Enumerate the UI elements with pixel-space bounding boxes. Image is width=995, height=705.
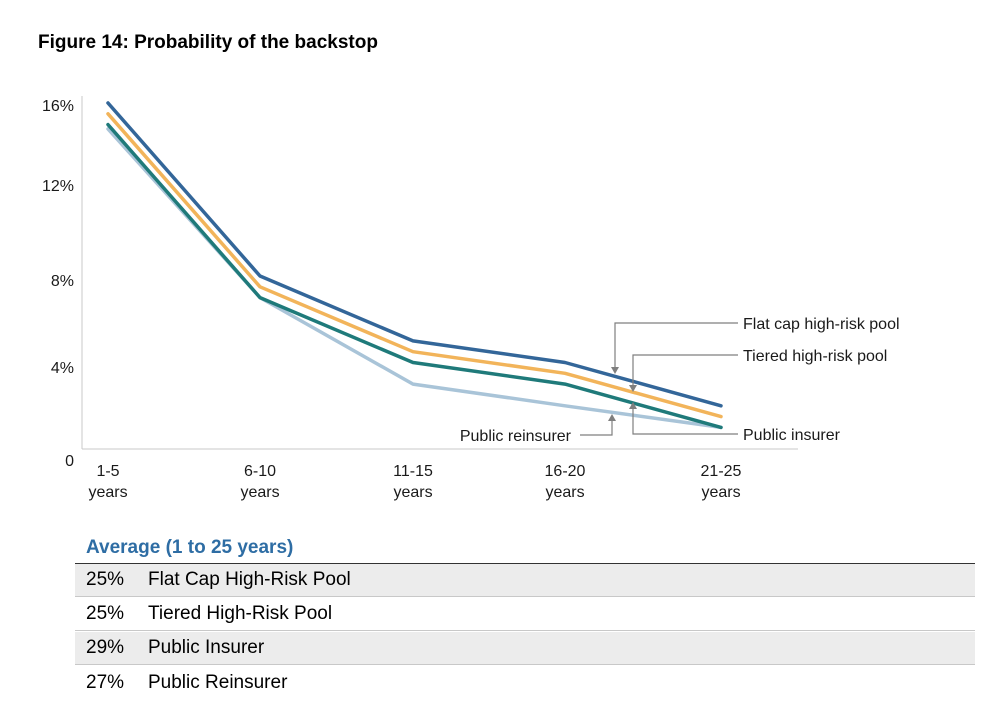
average-row-public-reinsurer: 27% Public Reinsurer [75,666,975,699]
annotation-arrowhead [611,367,619,374]
annotation-arrowhead [629,402,637,409]
y-tick-label: 8% [51,273,74,290]
annotation-label: Public reinsurer [460,428,572,445]
series-line [106,101,723,408]
chart-series [106,101,723,430]
x-tick-label: 16-20 years [545,463,586,501]
annotation-label: Public insurer [743,427,841,444]
average-pct: 29% [86,637,125,658]
series-line [106,112,723,419]
annotation-arrowhead [629,385,637,392]
annotation-label: Tiered high-risk pool [743,348,887,365]
y-tick-label: 16% [42,98,74,115]
x-tick-label: 6-10 years [240,463,279,501]
average-label: Public Reinsurer [148,671,288,693]
x-tick-label: 11-15 years [393,463,433,501]
y-tick-label: 12% [42,178,74,195]
average-label: Flat Cap High-Risk Pool [148,569,351,590]
average-pct: 27% [86,671,125,693]
figure-title: Figure 14: Probability of the backstop [38,32,378,53]
average-label: Public Insurer [148,637,265,658]
chart-annotations: Flat cap high-risk pool Tiered high-risk … [460,316,900,445]
annotation-leader [632,408,738,435]
y-tick-label: 0 [65,453,74,470]
series-line [106,122,723,430]
annotation-leader [614,322,738,368]
x-tick-label: 21-25 years [701,463,742,501]
annotation-leader [580,420,613,436]
average-table-rule [75,563,975,564]
average-pct: 25% [86,569,125,590]
annotation-leader [632,354,738,386]
series-line [106,127,723,430]
chart-axes: 0 4% 8% 12% 16% 1-5 years 6-10 years 11-15 years 16… [42,96,798,501]
annotation-arrowhead [608,414,616,421]
average-row-public-insurer: 29% Public Insurer [75,632,975,665]
x-tick-label: 1-5 years [88,463,127,501]
average-row-flat-cap: 25% Flat Cap High-Risk Pool [75,564,975,597]
average-label: Tiered High-Risk Pool [148,603,333,624]
annotation-label: Flat cap high-risk pool [743,316,900,333]
average-pct: 25% [86,603,125,624]
average-heading: Average (1 to 25 years) [86,537,294,558]
line-chart: 0 4% 8% 12% 16% 1-5 years 6-10 years 11-15 years 16… [42,96,900,501]
y-tick-label: 4% [51,360,74,377]
average-row-tiered: 25% Tiered High-Risk Pool [75,598,975,631]
